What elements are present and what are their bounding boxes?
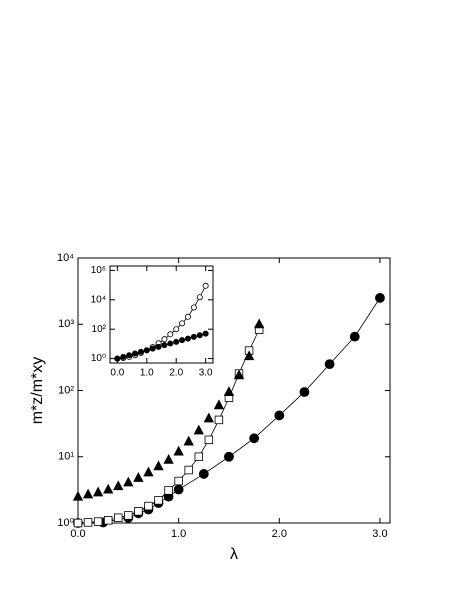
point [253, 318, 265, 329]
point [224, 451, 234, 462]
point [183, 435, 194, 446]
point [167, 340, 174, 347]
point [249, 433, 260, 444]
y-tick-label: 10² [58, 384, 74, 396]
x-tick-label: 1.0 [140, 368, 154, 379]
y-tick-label: 10⁰ [91, 353, 106, 364]
y-tick-label: 10³ [58, 318, 74, 330]
point [161, 336, 168, 343]
point [120, 353, 127, 360]
point [223, 386, 235, 396]
point [203, 412, 215, 423]
point [143, 347, 150, 354]
point [173, 445, 184, 456]
x-tick-label: 3.0 [372, 528, 387, 540]
point [93, 517, 103, 526]
series-line [117, 333, 206, 359]
point [114, 355, 121, 362]
x-tick-label: 0.0 [70, 528, 85, 540]
point [154, 496, 163, 505]
point [194, 452, 203, 461]
point [73, 518, 83, 528]
y-tick-label: 10² [92, 324, 107, 335]
point [375, 292, 385, 303]
y-tick-label: 10⁶ [91, 265, 106, 276]
y-tick-label: 10⁴ [57, 252, 74, 264]
point [103, 516, 113, 525]
series-line [117, 285, 206, 359]
point [204, 435, 214, 445]
point [213, 399, 225, 410]
point [132, 350, 139, 357]
point [324, 359, 335, 370]
point [349, 331, 360, 342]
x-tick-label: 2.0 [169, 368, 183, 379]
point [83, 518, 93, 527]
point [167, 331, 174, 338]
point [233, 369, 245, 380]
point [149, 345, 156, 352]
point [198, 469, 209, 479]
point [196, 332, 203, 339]
point [193, 424, 204, 435]
series-line [77, 297, 381, 524]
point [174, 476, 183, 486]
point [114, 513, 123, 522]
point [202, 330, 209, 337]
point [184, 335, 191, 342]
point [126, 352, 133, 359]
x-axis-label: λ [230, 546, 238, 563]
y-tick-label: 10⁴ [91, 294, 106, 305]
point [179, 337, 186, 344]
point [164, 486, 173, 495]
point [214, 415, 224, 425]
point [173, 484, 184, 495]
point [163, 453, 174, 464]
point [179, 320, 186, 327]
point [184, 465, 193, 475]
point [161, 342, 168, 349]
point [196, 294, 203, 301]
y-tick-label: 10⁰ [57, 517, 74, 529]
point [134, 507, 143, 516]
point [184, 313, 191, 320]
point [299, 387, 310, 397]
point [113, 480, 124, 491]
point [124, 511, 133, 520]
x-tick-label: 2.0 [272, 528, 287, 540]
point [155, 343, 162, 350]
point [137, 348, 144, 355]
point [82, 488, 94, 499]
y-axis-label: m*z/m*xy [29, 357, 46, 425]
plot-frame [109, 265, 214, 364]
point [190, 304, 197, 311]
x-tick-label: 3.0 [199, 368, 213, 379]
y-tick-label: 10¹ [58, 451, 74, 463]
point [173, 338, 180, 345]
point [92, 486, 104, 497]
x-tick-label: 0.0 [110, 368, 124, 379]
point [190, 333, 197, 340]
point [202, 282, 209, 289]
point [143, 466, 154, 477]
point [72, 490, 84, 501]
point [144, 501, 153, 511]
point [243, 350, 255, 361]
point [103, 483, 114, 494]
point [133, 472, 144, 482]
x-tick-label: 1.0 [171, 528, 186, 540]
point [173, 326, 180, 333]
point [274, 410, 285, 421]
point [123, 476, 134, 487]
point [153, 460, 164, 471]
